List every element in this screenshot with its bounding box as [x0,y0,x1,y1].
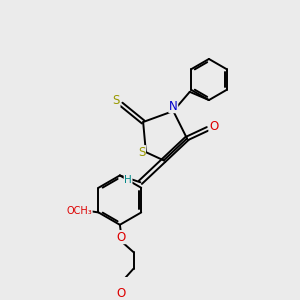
Text: O: O [117,287,126,300]
Text: H: H [124,175,132,184]
Text: O: O [209,120,218,133]
Text: N: N [169,100,178,112]
Text: S: S [138,146,146,159]
Text: O: O [117,231,126,244]
Text: S: S [112,94,120,106]
Text: OCH₃: OCH₃ [66,206,92,216]
